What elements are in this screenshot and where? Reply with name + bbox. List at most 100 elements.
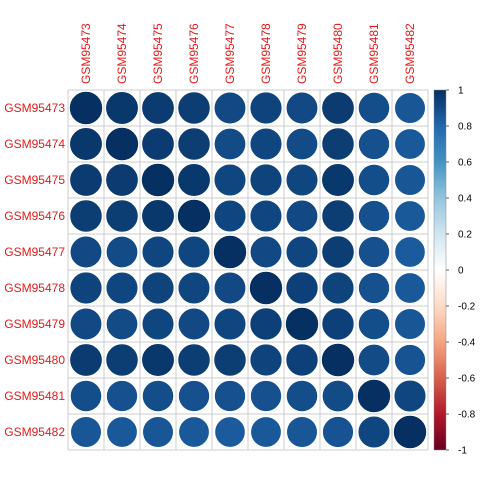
correlation-circle (214, 128, 246, 160)
colorbar-tick-label: -0.8 (458, 410, 476, 421)
correlation-circle (213, 91, 247, 125)
colorbar-tick-label: 1 (458, 86, 464, 97)
correlation-circle (358, 236, 390, 268)
colorbar-tick-label: 0.4 (458, 194, 472, 205)
row-label: GSM95474 (4, 137, 65, 151)
correlation-circle (141, 127, 175, 161)
row-label: GSM95481 (4, 389, 65, 403)
correlation-circle (142, 416, 174, 448)
colorbar-tick-label: 0.2 (458, 230, 472, 241)
correlation-circle (358, 308, 390, 340)
correlation-circle (358, 164, 390, 196)
correlation-circle (358, 344, 390, 376)
correlation-circle (250, 380, 282, 412)
correlation-circle (285, 163, 319, 197)
column-label: GSM95474 (115, 23, 129, 84)
colorbar-tick-label: -0.4 (458, 338, 476, 349)
column-label: GSM95476 (187, 23, 201, 84)
correlation-circle (285, 307, 319, 341)
correlation-circle (249, 271, 283, 305)
correlation-circle (141, 199, 175, 233)
correlation-circle (141, 343, 175, 377)
correlation-circle (321, 199, 355, 233)
correlation-circle (106, 380, 138, 412)
correlation-circle (69, 307, 103, 341)
grid (67, 89, 429, 451)
correlation-circle (321, 235, 355, 269)
correlation-circle (141, 307, 175, 341)
correlation-circle (249, 127, 283, 161)
correlation-circle (141, 235, 175, 269)
correlation-circle (70, 380, 102, 412)
row-label: GSM95477 (4, 245, 65, 259)
column-label: GSM95477 (223, 23, 237, 84)
column-label: GSM95479 (295, 23, 309, 84)
correlation-circle (105, 127, 139, 161)
correlation-circle (249, 343, 283, 377)
correlation-circle (69, 271, 103, 305)
correlation-circle (141, 271, 175, 305)
correlation-circle (177, 235, 211, 269)
correlation-circle (322, 416, 354, 448)
correlation-circle (69, 91, 103, 125)
correlation-circle (250, 416, 282, 448)
correlation-circle (285, 235, 319, 269)
correlation-circle (321, 91, 355, 125)
correlation-circle (177, 343, 211, 377)
correlation-circle (393, 415, 427, 449)
column-label: GSM95481 (367, 23, 381, 84)
correlation-circle (393, 379, 427, 413)
column-label: GSM95482 (403, 23, 417, 84)
correlation-circle (322, 380, 354, 412)
correlation-circle (358, 128, 390, 160)
correlation-circle (357, 415, 391, 449)
row-label: GSM95478 (4, 281, 65, 295)
correlation-circle (394, 308, 426, 340)
correlation-circle (285, 91, 319, 125)
row-label: GSM95482 (4, 425, 65, 439)
correlation-circle (394, 164, 426, 196)
correlation-circle (394, 200, 426, 232)
correlation-circle (285, 199, 319, 233)
correlation-circle (285, 271, 319, 305)
correlation-circle (214, 380, 246, 412)
colorbar-gradient (433, 89, 447, 451)
correlation-circle (106, 236, 138, 268)
correlation-circle (321, 127, 355, 161)
correlation-circle (106, 416, 138, 448)
correlation-circle (69, 199, 103, 233)
correlation-circle (249, 235, 283, 269)
correlation-circle (141, 163, 175, 197)
correlation-circle (213, 235, 247, 269)
correlation-circle (178, 380, 210, 412)
correlation-circle (249, 163, 283, 197)
correlation-circle (321, 343, 355, 377)
correlation-circle (321, 271, 355, 305)
colorbar-tick-label: -0.2 (458, 302, 476, 313)
correlation-circle (214, 416, 246, 448)
correlation-circle (213, 307, 247, 341)
correlation-circle (142, 380, 174, 412)
correlation-circle (105, 271, 139, 305)
colorbar-tick-label: 0.6 (458, 158, 472, 169)
correlation-circle (177, 271, 211, 305)
column-label: GSM95480 (331, 23, 345, 84)
correlation-circle (105, 91, 139, 125)
correlation-circle (394, 128, 426, 160)
row-label: GSM95480 (4, 353, 65, 367)
correlation-circle (213, 343, 247, 377)
column-label: GSM95478 (259, 23, 273, 84)
correlation-circle (321, 163, 355, 197)
correlation-circle (394, 236, 426, 268)
correlation-circle (105, 343, 139, 377)
correlation-circle (106, 308, 138, 340)
colorbar-tick-label: -1 (458, 446, 467, 457)
correlation-circle (249, 199, 283, 233)
row-label: GSM95476 (4, 209, 65, 223)
correlation-circle (394, 272, 426, 304)
correlation-circle (213, 271, 247, 305)
row-label: GSM95479 (4, 317, 65, 331)
row-label: GSM95475 (4, 173, 65, 187)
correlation-circle (69, 343, 103, 377)
